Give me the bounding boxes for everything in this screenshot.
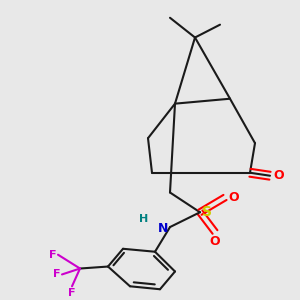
Text: F: F [52, 269, 60, 279]
Text: F: F [68, 288, 76, 298]
Text: N: N [158, 221, 168, 235]
Text: S: S [202, 205, 212, 219]
Text: O: O [273, 169, 284, 182]
Text: H: H [139, 214, 148, 224]
Text: F: F [49, 250, 56, 260]
Text: O: O [210, 235, 220, 248]
Text: O: O [228, 191, 238, 204]
